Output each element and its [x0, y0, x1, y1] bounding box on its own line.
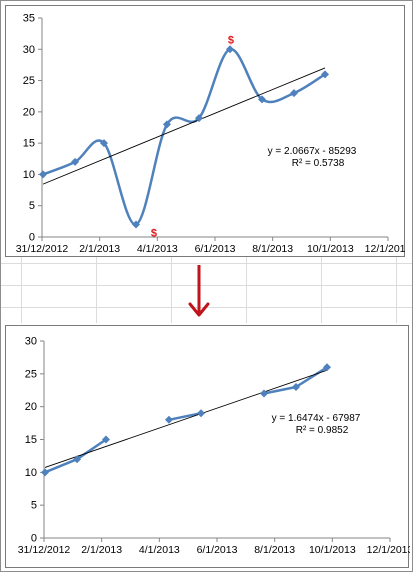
x-tick-label: 31/12/2012 [18, 544, 71, 556]
x-tick-label: 4/1/2013 [139, 544, 180, 556]
trendline-r-squared: R² = 0.9852 [296, 425, 349, 436]
trendline-equation: y = 1.6474x - 67987 [272, 413, 361, 424]
data-point-marker [71, 157, 80, 166]
data-point-marker [41, 468, 50, 477]
series-line [43, 438, 108, 474]
y-tick-label: 10 [25, 467, 37, 479]
data-point-marker [131, 220, 140, 229]
y-tick-label: 20 [23, 106, 35, 118]
series-line [41, 48, 327, 226]
x-tick-label: 2/1/2013 [79, 243, 120, 255]
y-tick-label: 35 [23, 13, 35, 25]
data-point-marker [259, 389, 268, 398]
y-tick-label: 10 [23, 169, 35, 181]
chart-before-plot: 0 5 10 15 20 25 30 35 31/12/2012 2/1/2013 4/1/2013… [16, 13, 406, 256]
x-tick-label: 8/1/2013 [254, 544, 295, 556]
x-tick-label: 6/1/2013 [197, 544, 238, 556]
trendline [44, 369, 328, 468]
chart-after-plot: 0 5 10 15 20 25 30 31/12/2012 2/1/2013 4/1/2013 6/… [18, 336, 410, 557]
y-tick-label: 5 [29, 200, 35, 212]
data-point-marker [194, 114, 203, 123]
data-point-marker [257, 95, 266, 104]
x-tick-label: 31/12/2012 [16, 243, 69, 255]
y-tick-label: 30 [23, 44, 35, 56]
trendline [42, 67, 326, 185]
trendline-equation: y = 2.0667x - 85293 [268, 146, 357, 157]
data-point-marker [164, 415, 173, 424]
y-tick-label: 0 [31, 533, 37, 545]
x-tick-label: 2/1/2013 [81, 544, 122, 556]
y-tick-label: 30 [25, 336, 37, 348]
down-arrow-icon [188, 265, 210, 317]
data-point-marker [322, 363, 331, 372]
y-tick-label: 25 [25, 368, 37, 380]
y-tick-label: 0 [29, 232, 35, 244]
data-point-marker [73, 455, 82, 464]
data-point-marker [196, 409, 205, 418]
x-tick-label: 10/1/2013 [309, 544, 356, 556]
x-tick-label: 12/1/2013 [365, 243, 406, 255]
chart-after: 0 5 10 15 20 25 30 31/12/2012 2/1/2013 4/1/2013 6/… [5, 325, 410, 568]
data-point-marker [39, 170, 48, 179]
data-point-marker [101, 435, 110, 444]
outlier-marker: $ [228, 34, 234, 46]
y-tick-label: 5 [31, 500, 37, 512]
y-tick-label: 20 [25, 401, 37, 413]
data-point-marker [320, 70, 329, 79]
data-point-marker [162, 120, 171, 129]
x-tick-label: 4/1/2013 [137, 243, 178, 255]
x-tick-label: 8/1/2013 [252, 243, 293, 255]
x-tick-label: 12/1/2013 [367, 544, 410, 556]
outlier-marker: $ [151, 227, 157, 239]
series-line [167, 411, 203, 422]
y-tick-label: 15 [25, 434, 37, 446]
data-point-marker [225, 45, 234, 54]
x-tick-label: 10/1/2013 [307, 243, 354, 255]
y-tick-label: 15 [23, 138, 35, 150]
chart-before: 0 5 10 15 20 25 30 35 31/12/2012 2/1/2013 4/1/2013… [5, 5, 406, 257]
data-point-marker [99, 139, 108, 148]
data-point-marker [290, 89, 299, 98]
x-tick-label: 6/1/2013 [195, 243, 236, 255]
trendline-r-squared: R² = 0.5738 [292, 158, 345, 169]
data-point-marker [292, 382, 301, 391]
y-tick-label: 25 [23, 75, 35, 87]
